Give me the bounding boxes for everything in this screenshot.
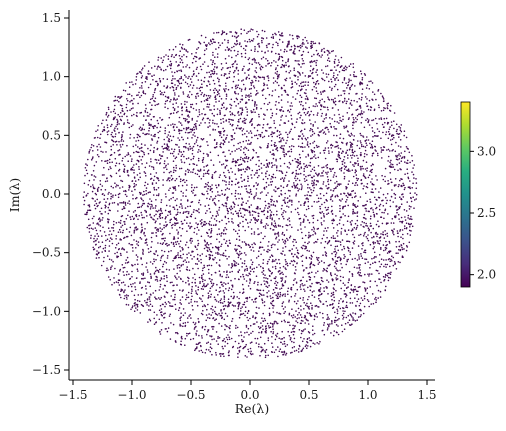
x-tick-label: −0.5 (176, 388, 205, 402)
x-tick-label: −1.0 (117, 388, 146, 402)
y-tick-label: 0.0 (42, 187, 61, 201)
x-tick-label: 1.0 (358, 388, 377, 402)
y-tick-label: −0.5 (32, 246, 61, 260)
x-tick-label: 0.0 (240, 388, 259, 402)
x-tick-label: −1.5 (58, 388, 87, 402)
y-axis-label: Im(λ) (7, 178, 22, 212)
scatter-point-cloud (82, 28, 418, 359)
x-axis-ticks: −1.5 −1.0 −0.5 0.0 0.5 1.0 1.5 (58, 380, 437, 402)
y-tick-label: 0.5 (42, 128, 61, 142)
colorbar-ticks: 2.0 2.5 3.0 (470, 144, 496, 282)
colorbar: 2.0 2.5 3.0 (460, 101, 496, 288)
y-tick-label: 1.5 (42, 11, 61, 25)
colorbar-tick-label: 3.0 (477, 144, 496, 158)
scatter-points (82, 28, 418, 359)
y-axis-ticks: −1.5 −1.0 −0.5 0.0 0.5 1.0 1.5 (32, 11, 69, 377)
x-tick-label: 1.5 (417, 388, 436, 402)
colorbar-tick-label: 2.5 (477, 206, 496, 220)
colorbar-gradient (460, 101, 471, 288)
y-tick-label: −1.5 (32, 363, 61, 377)
x-tick-label: 0.5 (299, 388, 318, 402)
y-tick-label: −1.0 (32, 304, 61, 318)
y-tick-label: 1.0 (42, 70, 61, 84)
colorbar-tick-label: 2.0 (477, 268, 496, 282)
x-axis-label: Re(λ) (235, 401, 270, 416)
